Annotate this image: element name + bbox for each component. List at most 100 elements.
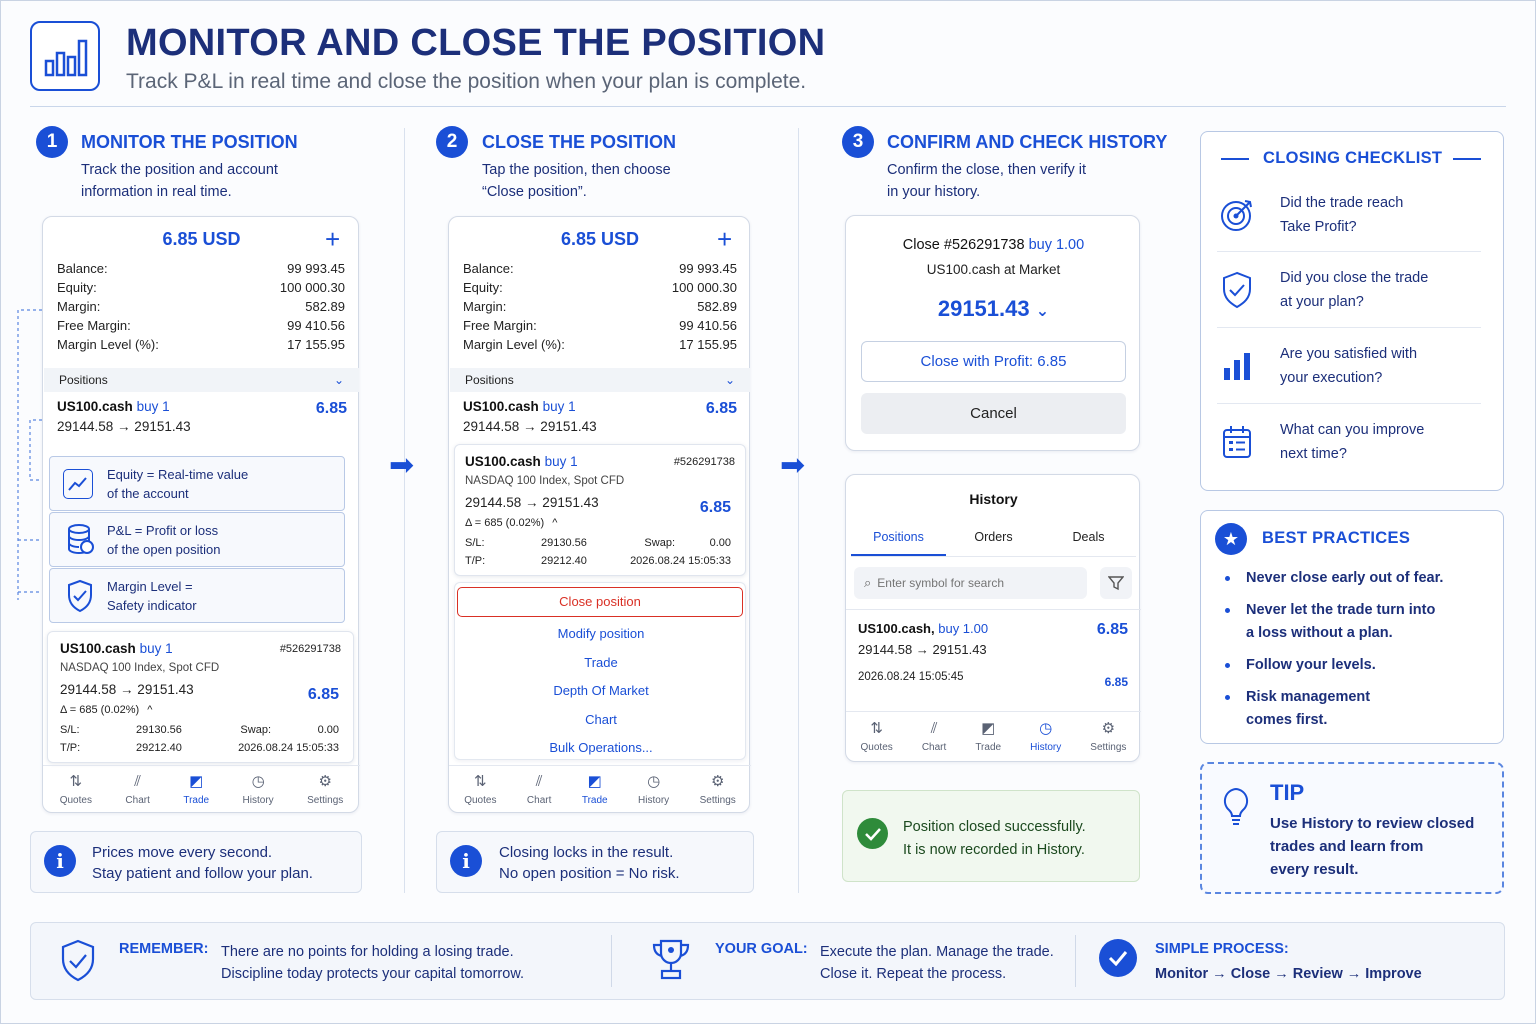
tab-quotes[interactable]: ⇅ Quotes	[464, 772, 497, 806]
tab-chart[interactable]: ⫽ Chart	[125, 772, 150, 806]
history-icon: ◷	[1039, 720, 1053, 737]
quotes-icon: ⇅	[870, 720, 883, 737]
search-input[interactable]	[877, 576, 1068, 590]
history-icon: ◷	[647, 772, 661, 790]
margin-explain-box: Margin Level = Safety indicator	[49, 568, 345, 623]
positions-header[interactable]: Positions ⌄	[450, 368, 750, 392]
info-note-2: i Closing locks in the result. No open po…	[436, 831, 754, 893]
goal-heading: YOUR GOAL:	[715, 941, 808, 957]
history-row[interactable]: US100.cash, buy 1.00 29144.58 → 29151.43…	[858, 621, 1128, 689]
confirm-subtitle: US100.cash at Market	[926, 262, 1061, 277]
position-detail-card[interactable]: US100.cash buy 1 #526291738 NASDAQ 100 I…	[47, 631, 354, 763]
best-practices-list: Never close early out of fear. Never let…	[1225, 567, 1495, 732]
remember-text: There are no points for holding a losing…	[221, 944, 525, 982]
checklist-title: CLOSING CHECKLIST	[1263, 149, 1443, 167]
position-row[interactable]: US100.cash buy 1 29144.58 → 29151.43 6.8…	[57, 399, 347, 434]
checklist-item: Did the trade reach Take Profit?	[1217, 178, 1481, 252]
tab-quotes[interactable]: ⇅ Quotes	[860, 720, 893, 754]
candles-icon: ⫽	[134, 772, 141, 790]
tab-trade[interactable]: ◩ Trade	[581, 772, 608, 806]
tab-chart[interactable]: ⫽ Chart	[526, 772, 552, 806]
step-1-description: Track the position and account informatio…	[81, 162, 278, 200]
modify-position-item[interactable]: Modify position	[557, 626, 645, 641]
candles-icon: ⫽	[535, 772, 543, 790]
process-heading: SIMPLE PROCESS:	[1155, 941, 1289, 957]
check-circle-icon	[857, 818, 888, 849]
equity-explain-box: Equity = Real-time value of the account	[49, 456, 345, 511]
position-detail-card[interactable]: US100.cash buy 1 #526291738 NASDAQ 100 I…	[454, 444, 746, 576]
step-1-title: MONITOR THE POSITION	[81, 132, 298, 152]
column-divider	[798, 128, 799, 893]
history-icon: ◷	[251, 772, 265, 790]
tab-deals[interactable]: Deals	[1072, 530, 1105, 544]
pnl-explain-box: P&L = Profit or loss of the open position	[49, 512, 345, 567]
arrow-right-icon: ➡	[780, 449, 806, 482]
add-icon[interactable]: +	[325, 224, 341, 254]
checklist-item: What can you improve next time?	[1217, 404, 1481, 480]
calendar-icon	[1217, 422, 1257, 462]
bottom-tab-bar: ⇅ Quotes ⫽ Chart ◩ Trade ◷ History ⚙ Settings	[846, 711, 1141, 762]
shield-check-icon	[66, 579, 94, 618]
ticket-number: #526291738	[673, 456, 735, 468]
settings-icon: ⚙	[318, 772, 332, 790]
equity-row: Equity: 100 000.30	[57, 280, 345, 295]
column-divider	[404, 128, 405, 893]
trade-icon: ◩	[189, 772, 204, 790]
best-practices-title: BEST PRACTICES	[1262, 529, 1411, 547]
tab-history[interactable]: ◷ History	[1030, 720, 1062, 754]
tab-settings[interactable]: ⚙ Settings	[699, 772, 736, 806]
title-rule	[1221, 158, 1249, 160]
candles-icon: ⫽	[930, 720, 938, 737]
tip-title: TIP	[1270, 780, 1305, 805]
cancel-button[interactable]: Cancel	[861, 393, 1126, 434]
confirm-price[interactable]: 29151.43 ⌄	[937, 296, 1050, 321]
tab-chart[interactable]: ⫽ Chart	[921, 720, 947, 754]
best-practices: ★ BEST PRACTICES Never close early out o…	[1200, 510, 1504, 744]
quotes-icon: ⇅	[474, 772, 487, 790]
step-1-number: 1	[36, 126, 68, 158]
margin-level-row: Margin Level (%): 17 155.95	[57, 337, 345, 352]
depth-of-market-item[interactable]: Depth Of Market	[553, 683, 649, 698]
free-margin-row: Free Margin: 99 410.56	[463, 318, 737, 333]
bulk-operations-item[interactable]: Bulk Operations...	[549, 740, 653, 755]
header-divider	[30, 106, 1506, 107]
history-screen: History Positions Orders Deals ⌕ US100.c…	[845, 474, 1141, 762]
add-icon[interactable]: +	[717, 224, 733, 254]
free-margin-row: Free Margin: 99 410.56	[57, 318, 345, 333]
margin-row: Margin: 582.89	[57, 299, 345, 314]
tab-positions[interactable]: Positions	[851, 525, 946, 556]
tab-settings[interactable]: ⚙ Settings	[1090, 720, 1127, 754]
position-row[interactable]: US100.cash buy 1 29144.58 → 29151.43 6.8…	[463, 399, 737, 434]
divider	[611, 935, 612, 987]
close-position-button[interactable]: Close position	[457, 587, 743, 617]
positions-header[interactable]: Positions ⌄	[44, 368, 359, 392]
margin-row: Margin: 582.89	[463, 299, 737, 314]
tip-card: TIP Use History to review closed trades a…	[1200, 762, 1504, 894]
history-search[interactable]: ⌕	[854, 567, 1087, 599]
divider	[846, 609, 1141, 610]
tab-trade[interactable]: ◩ Trade	[975, 720, 1002, 754]
tab-history[interactable]: ◷ History	[638, 772, 670, 806]
tab-settings[interactable]: ⚙ Settings	[307, 772, 344, 806]
balance-row: Balance: 99 993.45	[57, 261, 345, 276]
margin-level-row: Margin Level (%): 17 155.95	[463, 337, 737, 352]
star-icon: ★	[1215, 523, 1247, 555]
remember-heading: REMEMBER:	[119, 941, 209, 957]
close-confirm-dialog: Close #526291738 buy 1.00 US100.cash at …	[845, 215, 1140, 451]
tab-trade[interactable]: ◩ Trade	[183, 772, 210, 806]
trade-menu-item[interactable]: Trade	[584, 655, 618, 670]
step-2-number: 2	[436, 126, 468, 158]
step-3-number: 3	[842, 126, 874, 158]
bottom-tab-bar: ⇅ Quotes ⫽ Chart ◩ Trade ◷ History ⚙ Settings	[43, 765, 360, 813]
settings-icon: ⚙	[710, 772, 725, 790]
tab-quotes[interactable]: ⇅ Quotes	[59, 772, 92, 806]
divider	[1075, 935, 1076, 987]
tab-history[interactable]: ◷ History	[242, 772, 274, 806]
process-text: Monitor → Close → Review → Improve	[1155, 966, 1422, 982]
filter-button[interactable]	[1100, 567, 1132, 599]
page-subtitle: Track P&L in real time and close the pos…	[126, 70, 807, 93]
close-with-profit-button[interactable]: Close with Profit: 6.85	[861, 341, 1126, 382]
tab-orders[interactable]: Orders	[974, 530, 1013, 544]
success-banner: Position closed successfully. It is now r…	[842, 790, 1140, 882]
chart-menu-item[interactable]: Chart	[585, 712, 617, 727]
